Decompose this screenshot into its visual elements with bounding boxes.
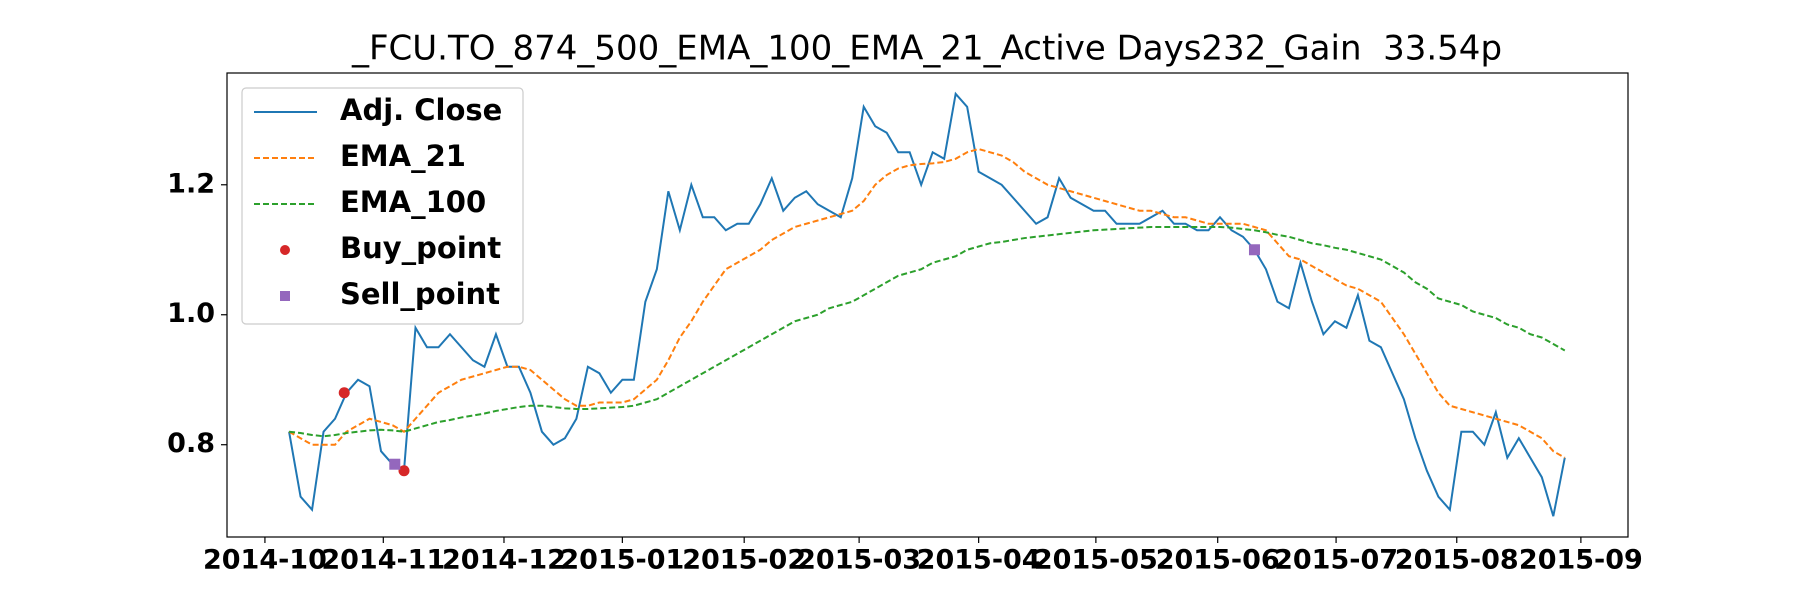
x-tick-label: 2015-02 [682,545,806,576]
axes-frame [226,72,1629,538]
point-marker [398,465,410,477]
x-tick-label: 2015-07 [1274,545,1398,576]
legend-marker [280,291,290,301]
legend-label: Adj. Close [340,93,502,127]
series-line [288,226,1566,438]
y-tick-label: 1.2 [167,168,215,199]
x-tick-label: 2015-09 [1519,545,1643,576]
x-tick-label: 2014-11 [321,545,445,576]
legend-label: EMA_100 [340,185,486,219]
chart-title: _FCU.TO_874_500_EMA_100_EMA_21_Active Da… [351,29,1502,69]
x-tick-label: 2015-01 [560,545,684,576]
legend-marker [280,245,290,255]
y-tick-label: 0.8 [167,428,215,459]
legend-label: Buy_point [340,231,501,265]
plot-area [288,91,1566,517]
point-marker [338,387,350,399]
point-marker [1248,244,1260,256]
legend-box [241,87,524,325]
x-tick-label: 2015-08 [1395,545,1519,576]
point-marker [389,458,401,470]
legend-label: EMA_21 [340,139,466,173]
series-line [288,91,1566,517]
y-tick-label: 1.0 [167,298,215,329]
x-tick-label: 2015-06 [1156,545,1280,576]
x-tick-label: 2015-05 [1034,545,1158,576]
x-tick-label: 2014-10 [203,545,327,576]
legend-label: Sell_point [340,277,500,311]
series-line [288,147,1566,459]
x-tick-label: 2014-12 [442,545,566,576]
x-tick-label: 2015-03 [797,545,921,576]
x-tick-label: 2015-04 [917,545,1041,576]
